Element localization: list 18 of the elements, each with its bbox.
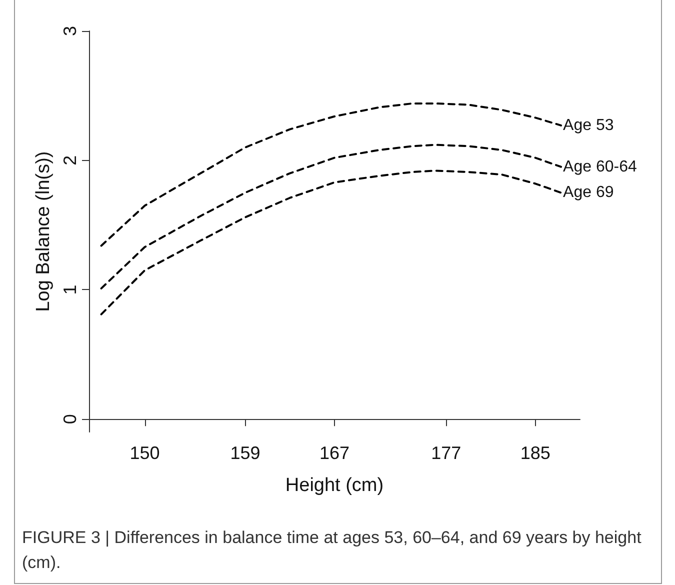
x-axis-title: Height (cm)	[285, 475, 384, 496]
y-tick-label: 0	[60, 414, 80, 424]
series-label: Age 53	[563, 116, 614, 134]
x-tick-label: 177	[431, 443, 462, 463]
y-tick-label: 1	[60, 284, 80, 295]
series-label: Age 69	[563, 184, 614, 202]
line-series	[100, 144, 562, 290]
x-tick-label: 159	[230, 443, 260, 463]
x-tick-label: 185	[520, 443, 550, 463]
line-series	[100, 170, 562, 316]
x-tick-label: 150	[130, 443, 160, 463]
series-label: Age 60-64	[563, 158, 637, 176]
line-series	[100, 102, 562, 247]
x-tick-label: 167	[319, 443, 350, 463]
caption: FIGURE 3 | Differences in balance time at ages 53, 60–64, and 69 years by height (cm).	[22, 527, 642, 574]
y-tick-label: 3	[60, 26, 80, 36]
y-axis-title: Log Balance (ln(s))	[33, 151, 54, 312]
y-tick-label: 2	[60, 155, 80, 166]
